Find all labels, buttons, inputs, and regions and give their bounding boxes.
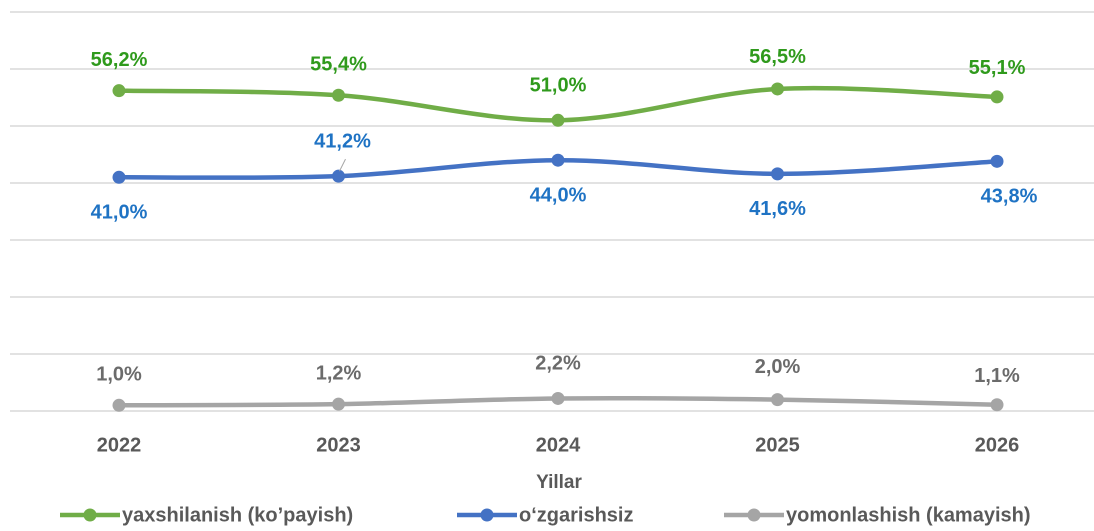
point bbox=[332, 397, 345, 411]
leader-line bbox=[339, 158, 346, 172]
legend-label: yomonlashish (kamayish) bbox=[786, 504, 1031, 526]
point bbox=[551, 153, 565, 167]
data-label: 41,6% bbox=[749, 198, 806, 220]
x-tick-label: 2025 bbox=[755, 434, 800, 456]
legend-label: o‘zgarishsiz bbox=[519, 504, 633, 526]
x-axis-title: Yillar bbox=[536, 472, 582, 493]
point bbox=[771, 167, 784, 181]
point bbox=[551, 391, 565, 405]
data-label: 56,5% bbox=[749, 46, 806, 68]
legend-marker bbox=[747, 508, 761, 522]
data-label: 41,2% bbox=[314, 130, 371, 152]
point bbox=[112, 398, 126, 412]
point bbox=[990, 154, 1004, 168]
point bbox=[551, 113, 565, 127]
data-label: 43,8% bbox=[981, 186, 1038, 208]
legend-marker bbox=[83, 508, 97, 522]
data-label: 41,0% bbox=[91, 202, 148, 224]
legend-marker bbox=[480, 508, 494, 522]
data-label: 2,0% bbox=[755, 356, 801, 378]
x-tick-label: 2026 bbox=[975, 434, 1020, 456]
data-label: 56,2% bbox=[91, 49, 148, 71]
x-tick-label: 2022 bbox=[97, 434, 142, 456]
point bbox=[771, 82, 784, 96]
data-label: 2,2% bbox=[535, 353, 581, 375]
data-label: 51,0% bbox=[530, 75, 587, 97]
point bbox=[990, 398, 1004, 412]
point bbox=[112, 170, 126, 184]
point bbox=[990, 90, 1004, 104]
legend-label: yaxshilanish (ko’payish) bbox=[122, 504, 353, 526]
data-label: 44,0% bbox=[530, 184, 587, 206]
data-label: 1,2% bbox=[316, 362, 362, 384]
data-label: 55,1% bbox=[969, 57, 1026, 79]
x-tick-label: 2023 bbox=[316, 434, 361, 456]
x-tick-label: 2024 bbox=[536, 434, 581, 456]
data-label: 1,0% bbox=[96, 364, 142, 386]
point bbox=[112, 84, 126, 98]
point bbox=[332, 169, 345, 183]
point bbox=[771, 393, 784, 407]
point bbox=[332, 88, 345, 102]
data-label: 1,1% bbox=[974, 365, 1020, 387]
data-label: 55,4% bbox=[310, 54, 367, 76]
